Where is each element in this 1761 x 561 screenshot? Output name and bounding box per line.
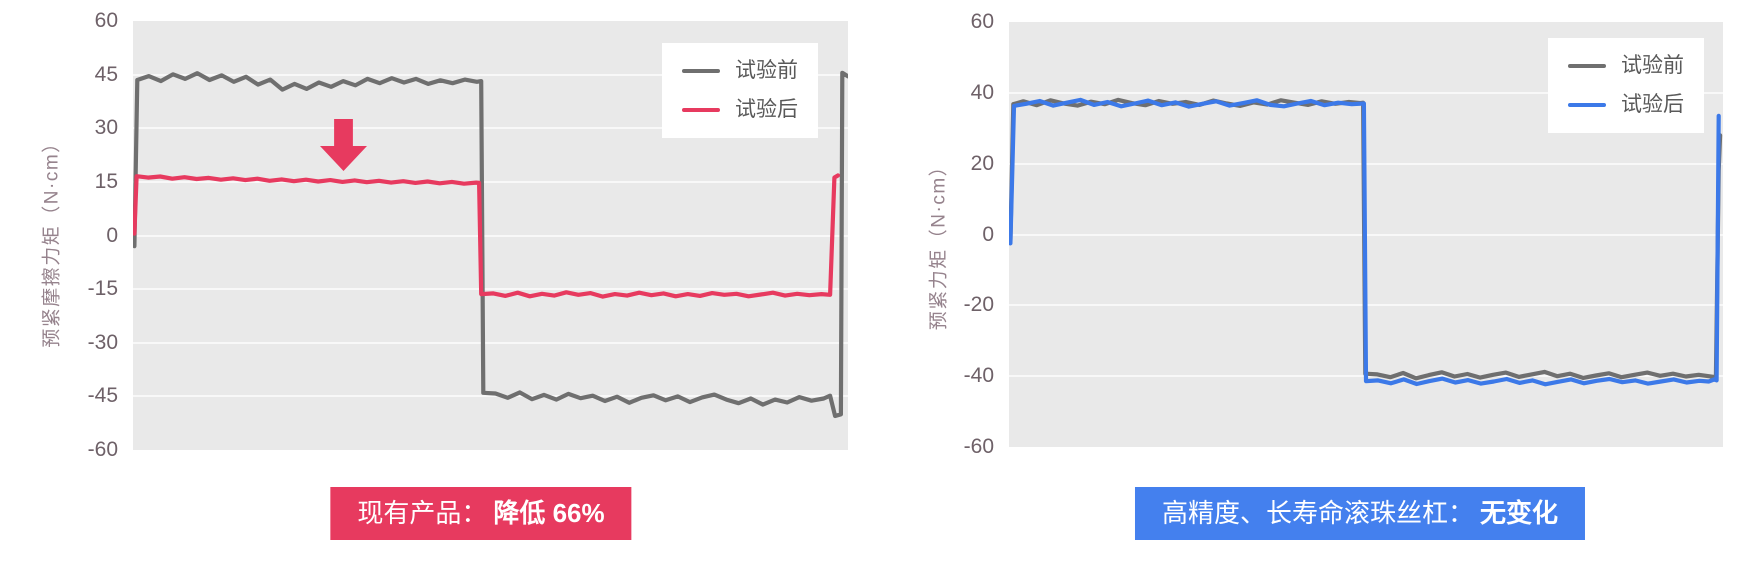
y-tick-label: -40 (963, 364, 994, 388)
gridline (1009, 233, 1723, 236)
left-series-lines (133, 70, 848, 419)
y-tick-label: 60 (94, 9, 118, 32)
legend-row: 试验后 (682, 98, 798, 122)
y-tick-label: 40 (970, 80, 994, 104)
legend-line-swatch (682, 108, 720, 112)
legend-label: 试验前 (1621, 54, 1684, 77)
left-y-tick-labels: 60 45 30 15 0 -15 -30 -45 -60 (0, 0, 118, 561)
y-tick-label: 0 (106, 223, 118, 247)
y-tick-label: -60 (963, 435, 994, 458)
legend-label: 试验后 (735, 98, 798, 121)
left-caption-emphasis: 降低 66% (493, 498, 605, 528)
right-series-lines (1009, 97, 1723, 387)
legend-label: 试验前 (735, 59, 798, 82)
series-line-试验前 (133, 70, 848, 419)
legend-label: 试验后 (1621, 93, 1684, 116)
gridline (1009, 162, 1723, 165)
y-tick-label: -30 (87, 330, 118, 354)
series-line-试验后 (1009, 97, 1721, 387)
y-tick-label: -15 (87, 277, 118, 301)
y-tick-label: -60 (87, 438, 118, 461)
series-line-试验后 (133, 173, 841, 299)
series-line-试验前 (1009, 97, 1723, 381)
right-plot-area: 试验前 试验后 (1009, 22, 1723, 447)
right-caption-badge: 高精度、长寿命滚珠丝杠： 无变化 (1134, 487, 1586, 540)
y-tick-label: -20 (963, 293, 994, 317)
right-y-tick-labels: 60 40 20 0 -20 -40 -60 (876, 0, 994, 561)
legend-row: 试验前 (1568, 54, 1684, 78)
right-caption-emphasis: 无变化 (1480, 498, 1559, 528)
y-tick-label: 0 (982, 222, 994, 246)
legend-row: 试验后 (1568, 93, 1684, 117)
right-legend: 试验前 试验后 (1548, 38, 1704, 133)
legend-line-swatch (1568, 64, 1606, 68)
y-tick-label: 45 (94, 62, 118, 86)
gridline (133, 288, 848, 291)
left-y-axis-label: 预紧摩擦力矩（N·cm） (41, 132, 63, 348)
left-caption-badge: 现有产品： 降低 66% (330, 487, 632, 540)
gridline (133, 395, 848, 398)
gridline (133, 73, 848, 76)
right-y-axis-label: 预紧力矩（N·cm） (928, 155, 950, 331)
left-plot-area: 试验前 试验后 (133, 21, 848, 450)
y-tick-label: 15 (94, 169, 118, 193)
gridline (133, 234, 848, 237)
gridline (1009, 304, 1723, 307)
gridline (133, 127, 848, 130)
legend-line-swatch (682, 69, 720, 73)
legend-line-swatch (1568, 103, 1606, 107)
y-tick-label: 20 (970, 151, 994, 175)
y-tick-label: 30 (94, 116, 118, 140)
left-legend: 试验前 试验后 (662, 43, 818, 138)
gridline (1009, 91, 1723, 94)
right-caption-prefix: 高精度、长寿命滚珠丝杠： (1161, 498, 1474, 528)
gridline (133, 180, 848, 183)
legend-row: 试验前 (682, 59, 798, 83)
left-caption-prefix: 现有产品： (357, 498, 488, 528)
y-tick-label: -45 (87, 384, 118, 408)
gridline (133, 341, 848, 344)
decrease-down-arrow-icon (320, 119, 367, 171)
y-tick-label: 60 (970, 10, 994, 33)
gridline (1009, 375, 1723, 378)
